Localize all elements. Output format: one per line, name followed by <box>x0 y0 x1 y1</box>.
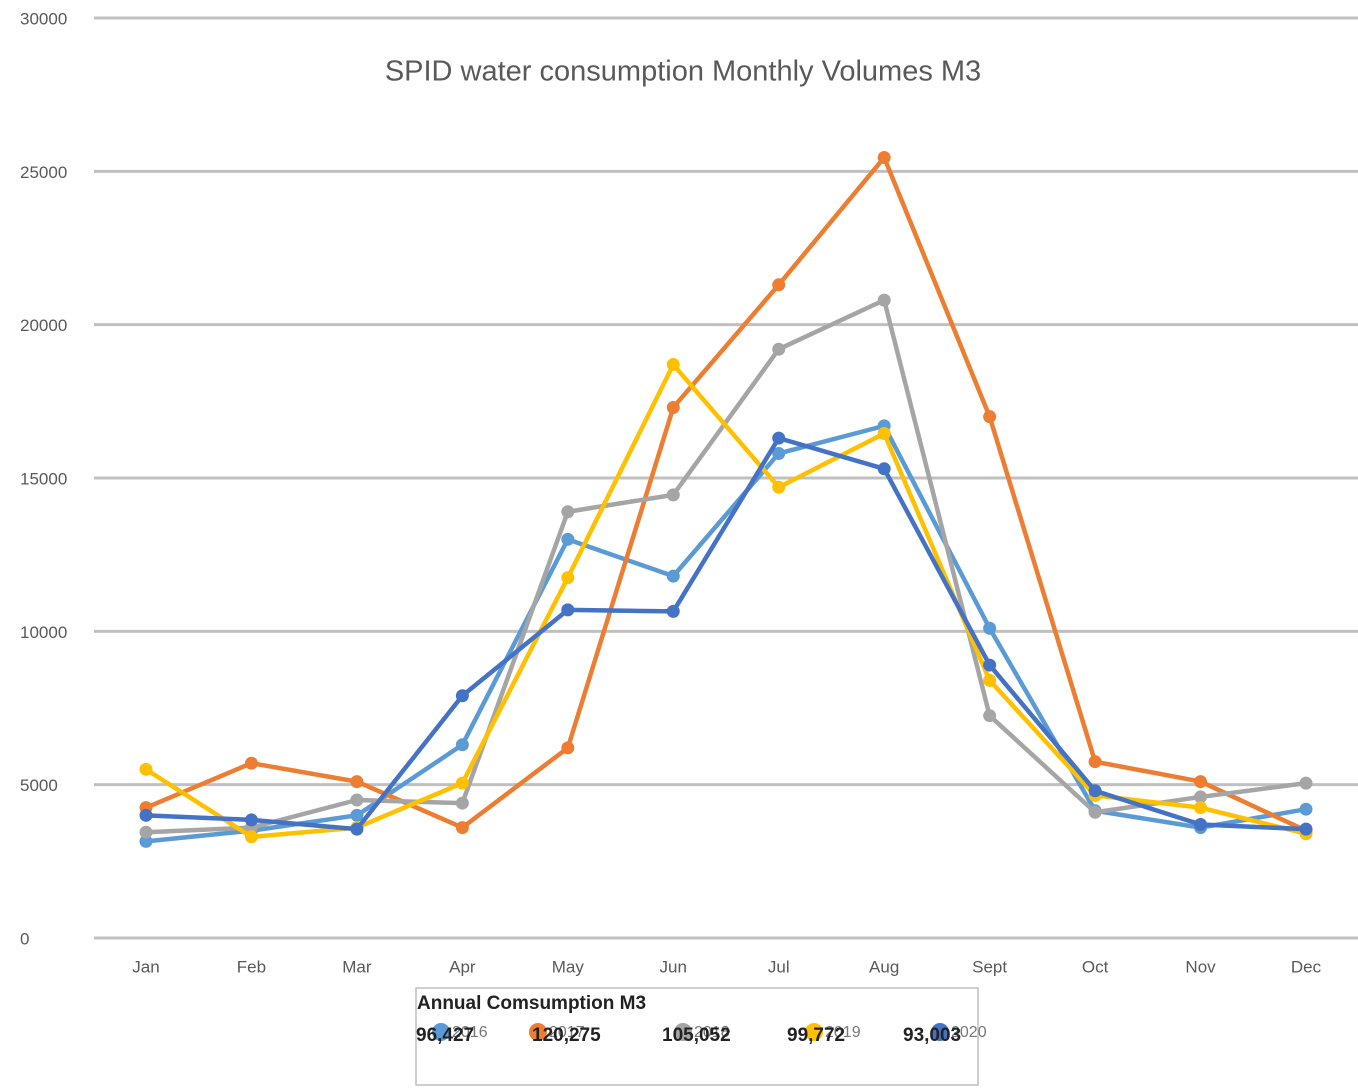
legend-marker <box>931 1023 949 1041</box>
legend-total: 120,275 <box>532 1025 601 1046</box>
y-tick-label: 15000 <box>20 469 67 488</box>
data-point <box>1194 818 1208 832</box>
y-tick-label: 10000 <box>20 623 67 642</box>
data-point <box>877 293 891 307</box>
series-line <box>144 362 1307 840</box>
data-point <box>455 796 469 810</box>
data-point <box>244 813 258 827</box>
legend-marker <box>805 1023 823 1041</box>
legend-total: 105,052 <box>662 1025 731 1046</box>
series-line <box>145 435 1307 832</box>
legend-marker <box>674 1023 692 1041</box>
legend-label: 2020 <box>951 1024 987 1041</box>
data-point <box>877 462 891 476</box>
data-point <box>244 830 258 844</box>
data-point <box>350 775 364 789</box>
data-point <box>772 342 786 356</box>
data-point <box>877 151 891 165</box>
data-point <box>1088 755 1102 769</box>
data-point <box>666 400 680 414</box>
x-tick-label: Aug <box>869 957 899 976</box>
series-line <box>145 297 1307 835</box>
data-point <box>561 532 575 546</box>
chart-title: SPID water consumption Monthly Volumes M… <box>385 56 981 88</box>
data-point <box>350 793 364 807</box>
x-tick-label: Oct <box>1082 957 1109 976</box>
data-point <box>455 738 469 752</box>
legend-label: 2016 <box>452 1024 488 1041</box>
series-line <box>145 423 1307 844</box>
x-tick-label: May <box>552 957 585 976</box>
data-point <box>983 673 997 687</box>
data-point <box>561 571 575 585</box>
legend-marker <box>432 1023 450 1041</box>
data-point <box>983 621 997 635</box>
legend-label: 2019 <box>825 1024 861 1041</box>
x-tick-label: Mar <box>342 957 372 976</box>
y-tick-label: 30000 <box>20 9 67 28</box>
legend-total: 96,427 <box>416 1025 474 1046</box>
data-point <box>1088 784 1102 798</box>
x-tick-label: Dec <box>1291 957 1322 976</box>
legend-title: Annual Comsumption M3 <box>417 993 646 1014</box>
x-tick-label: Apr <box>449 957 476 976</box>
data-point <box>350 822 364 836</box>
y-tick-label: 20000 <box>20 316 67 335</box>
data-point <box>455 776 469 790</box>
x-tick-label: Jul <box>768 957 790 976</box>
series-line <box>145 155 1307 833</box>
data-point <box>666 604 680 618</box>
data-point <box>666 488 680 502</box>
data-point <box>772 278 786 292</box>
x-tick-label: Sept <box>972 957 1007 976</box>
legend-total: 93,003 <box>903 1025 961 1046</box>
legend-box <box>415 987 979 1086</box>
data-point <box>139 834 153 848</box>
data-point <box>139 825 153 839</box>
data-point <box>1088 805 1102 819</box>
data-point <box>455 689 469 703</box>
data-point <box>350 808 364 822</box>
legend-marker <box>529 1023 547 1041</box>
data-point <box>561 741 575 755</box>
data-point <box>1194 775 1208 789</box>
x-tick-label: Jun <box>660 957 687 976</box>
data-point <box>561 505 575 519</box>
data-point <box>983 410 997 424</box>
data-point <box>1299 822 1313 836</box>
data-point <box>244 756 258 770</box>
data-point <box>139 762 153 776</box>
data-point <box>772 446 786 460</box>
data-point <box>983 658 997 672</box>
data-point <box>1299 776 1313 790</box>
data-point <box>983 709 997 723</box>
data-point <box>1194 801 1208 815</box>
y-tick-label: 0 <box>20 929 29 948</box>
data-point <box>1299 802 1313 816</box>
x-tick-label: Nov <box>1185 957 1216 976</box>
legend-total: 99,772 <box>787 1025 845 1046</box>
y-tick-label: 25000 <box>20 163 67 182</box>
data-point <box>455 821 469 835</box>
y-tick-label: 5000 <box>20 776 58 795</box>
data-point <box>877 427 891 441</box>
x-tick-label: Feb <box>237 957 266 976</box>
data-point <box>772 431 786 445</box>
data-point <box>666 569 680 583</box>
data-point <box>561 603 575 617</box>
legend-label: 2017 <box>549 1024 585 1041</box>
data-point <box>772 480 786 494</box>
x-tick-label: Jan <box>132 957 159 976</box>
data-point <box>1194 790 1208 804</box>
data-point <box>139 808 153 822</box>
data-point <box>666 358 680 372</box>
legend-label: 2018 <box>694 1024 730 1041</box>
